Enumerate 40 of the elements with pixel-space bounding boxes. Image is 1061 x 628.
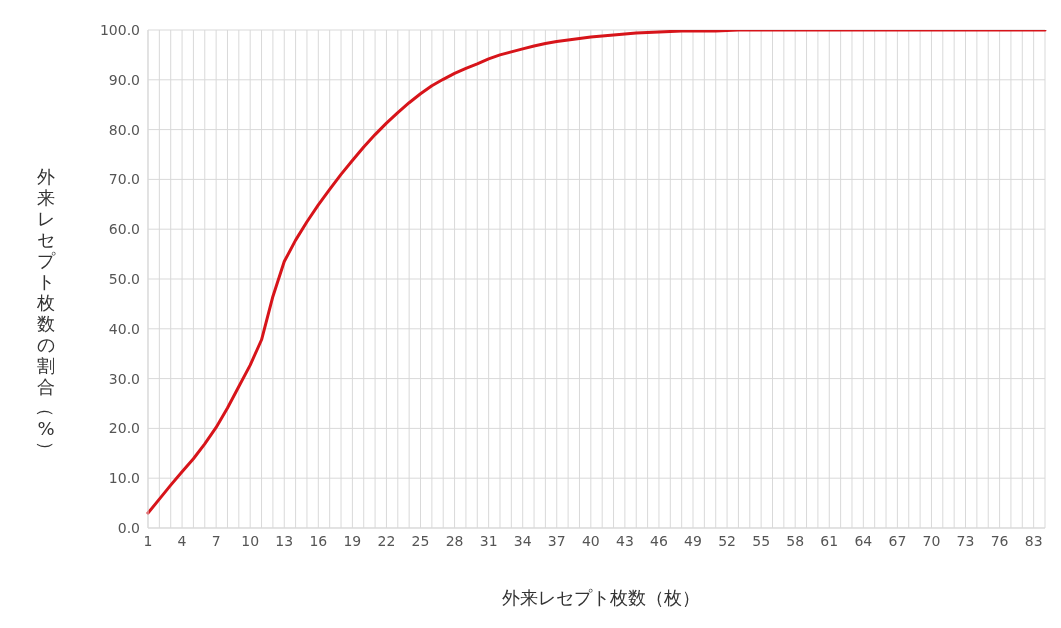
x-tick-label: 4 [177, 532, 187, 549]
x-tick-label: 49 [684, 532, 702, 549]
x-tick-label: 64 [854, 532, 873, 549]
y-tick-label: 90.0 [108, 71, 140, 88]
x-tick-label: 58 [786, 532, 805, 549]
x-tick-label: 7 [211, 532, 221, 549]
x-tick-label: 61 [820, 532, 839, 549]
x-tick-label: 37 [547, 532, 566, 549]
x-tick-label: 70 [922, 532, 941, 549]
x-tick-label: 76 [990, 532, 1009, 549]
x-tick-label: 25 [411, 532, 430, 549]
x-tick-label: 52 [718, 532, 736, 549]
x-tick-label: 34 [513, 532, 532, 549]
y-tick-label: 50.0 [108, 270, 140, 287]
x-tick-label: 46 [650, 532, 668, 549]
x-tick-label: 28 [445, 532, 464, 549]
x-tick-label: 10 [241, 532, 260, 549]
x-tick-label: 67 [888, 532, 907, 549]
y-tick-label: 0.0 [117, 519, 140, 536]
x-axis-title: 外来レセプト枚数（枚） [500, 586, 701, 610]
x-tick-label: 40 [581, 532, 600, 549]
y-tick-label: 40.0 [108, 320, 140, 337]
x-tick-label: 31 [479, 532, 498, 549]
y-tick-label: 60.0 [108, 221, 140, 238]
x-tick-label: 22 [377, 532, 396, 549]
y-tick-label: 30.0 [108, 370, 140, 387]
y-tick-label: 20.0 [108, 420, 140, 437]
y-tick-label: 80.0 [108, 121, 140, 138]
x-tick-label: 19 [343, 532, 362, 549]
x-tick-label: 83 [1024, 532, 1043, 549]
text: 外来レセプト枚数の割合（%） [35, 166, 57, 459]
x-tick-label: 73 [956, 532, 975, 549]
x-tick-label: 43 [615, 532, 634, 549]
y-tick-label: 10.0 [108, 470, 140, 487]
x-tick-label: 1 [143, 532, 153, 549]
y-tick-label: 100.0 [99, 21, 140, 38]
y-tick-label: 70.0 [108, 171, 140, 188]
x-tick-label: 13 [275, 532, 294, 549]
x-tick-label: 55 [752, 532, 771, 549]
x-tick-label: 16 [309, 532, 328, 549]
